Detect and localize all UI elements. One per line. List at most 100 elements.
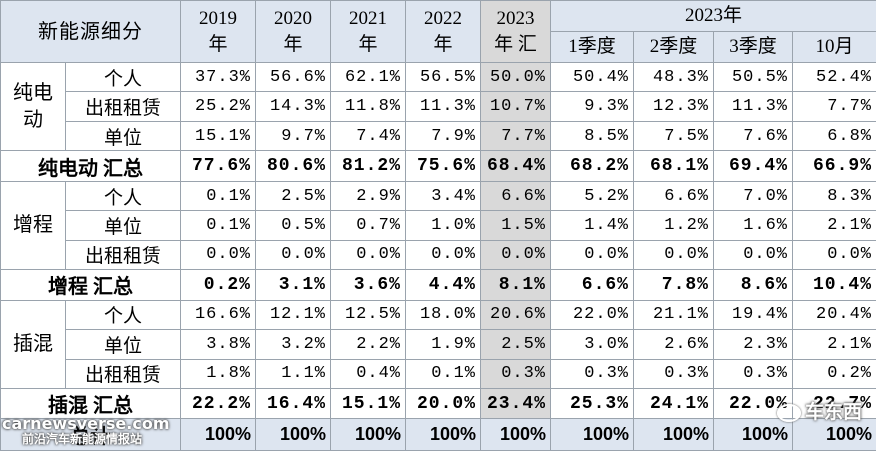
total-cell: 68.4% (480, 150, 551, 182)
data-cell: 3.4% (405, 180, 481, 212)
data-cell: 50.4% (550, 61, 634, 93)
header-period-q2: 2季度 (633, 31, 714, 63)
total-cell: 10.4% (791, 269, 876, 301)
data-cell: 14.3% (255, 91, 331, 122)
data-cell: 5.2% (550, 180, 634, 212)
section-label: 增程 (0, 180, 66, 271)
header-period-oct: 10月 (791, 31, 876, 63)
total-cell: 75.6% (405, 150, 481, 182)
grand-total-cell: 100% (330, 418, 406, 451)
total-cell: 4.4% (405, 269, 481, 301)
total-cell: 80.6% (255, 150, 331, 182)
total-cell: 77.6% (180, 150, 256, 182)
total-cell: 69.4% (713, 150, 793, 182)
grand-total-cell: 100% (791, 418, 876, 451)
data-cell: 20.6% (480, 299, 551, 331)
data-cell: 6.6% (633, 180, 714, 212)
grand-total-cell: 100% (405, 418, 481, 451)
grand-total-cell: 100% (255, 418, 331, 451)
row-label: 单位 (65, 329, 181, 360)
grand-total-row: 总计 100% 100% 100% 100% 100% 100% 100% 100% 100% (0, 418, 876, 451)
header-year-2019: 2019 年 (180, 0, 256, 63)
data-cell: 7.6% (713, 120, 793, 152)
total-cell: 68.2% (550, 150, 634, 182)
data-cell: 0.0% (330, 239, 406, 271)
data-cell: 0.1% (180, 180, 256, 212)
grand-total-label: 总计 (0, 418, 181, 451)
total-cell: 3.6% (330, 269, 406, 301)
data-cell: 12.5% (330, 299, 406, 331)
data-cell: 0.0% (480, 239, 551, 271)
header-period-q3: 3季度 (713, 31, 793, 63)
data-cell: 50.5% (713, 61, 793, 93)
grand-total-cell: 100% (180, 418, 256, 451)
data-cell: 2.5% (255, 180, 331, 212)
total-cell: 22.0% (713, 388, 793, 420)
data-cell: 2.1% (791, 210, 876, 241)
total-cell: 66.9% (791, 150, 876, 182)
data-cell: 0.5% (255, 210, 331, 241)
total-label: 纯电动 汇总 (0, 150, 181, 182)
header-period-q1: 1季度 (550, 31, 634, 63)
data-cell: 3.2% (255, 329, 331, 360)
data-cell: 0.7% (330, 210, 406, 241)
data-cell: 7.9% (405, 120, 481, 152)
table-row: 单位 0.1% 0.5% 0.7% 1.0% 1.5% 1.4% 1.2% 1.6% 2.1% (1, 210, 876, 241)
section-label-line: 纯电 (13, 81, 53, 104)
data-cell: 1.6% (713, 210, 793, 241)
data-cell: 0.3% (550, 358, 634, 390)
total-row: 增程 汇总 0.2% 3.1% 3.6% 4.4% 8.1% 6.6% 7.8% 8.6% 10.… (0, 269, 876, 301)
total-cell: 3.1% (255, 269, 331, 301)
data-cell: 2.2% (330, 329, 406, 360)
header-year-2021: 2021 年 (330, 0, 406, 63)
row-label: 单位 (65, 210, 181, 241)
grand-total-cell: 100% (550, 418, 634, 451)
header-year-2023-total: 2023 年 汇 (480, 0, 551, 63)
data-cell: 1.2% (633, 210, 714, 241)
row-label: 个人 (65, 61, 181, 93)
total-row: 插混 汇总 22.2% 16.4% 15.1% 20.0% 23.4% 25.3% 24.1%… (0, 388, 876, 420)
total-cell: 16.4% (255, 388, 331, 420)
data-cell: 0.3% (713, 358, 793, 390)
data-cell: 9.3% (550, 91, 634, 122)
data-cell: 0.4% (330, 358, 406, 390)
data-cell: 0.0% (633, 239, 714, 271)
data-cell: 10.7% (480, 91, 551, 122)
total-cell: 25.3% (550, 388, 634, 420)
data-cell: 0.3% (480, 358, 551, 390)
data-cell: 52.4% (791, 61, 876, 93)
data-cell: 1.5% (480, 210, 551, 241)
data-cell: 11.8% (330, 91, 406, 122)
data-cell: 16.6% (180, 299, 256, 331)
data-cell: 62.1% (330, 61, 406, 93)
total-cell: 7.8% (633, 269, 714, 301)
data-cell: 1.1% (255, 358, 331, 390)
data-cell: 20.4% (791, 299, 876, 331)
data-cell: 0.1% (405, 358, 481, 390)
data-cell: 48.3% (633, 61, 714, 93)
header-category: 新能源细分 (0, 0, 181, 63)
data-cell: 22.0% (550, 299, 634, 331)
table-row: 出租租赁 25.2% 14.3% 11.8% 11.3% 10.7% 9.3% 12.3% 11… (1, 91, 876, 122)
total-label: 增程 汇总 (0, 269, 181, 301)
data-cell: 0.0% (180, 239, 256, 271)
data-cell: 0.1% (180, 210, 256, 241)
row-label: 单位 (65, 120, 181, 152)
data-cell: 0.0% (550, 239, 634, 271)
row-label: 出租租赁 (65, 358, 181, 390)
table-row: 单位 15.1% 9.7% 7.4% 7.9% 7.7% 8.5% 7.5% 7.6% 6.8% (1, 120, 876, 152)
row-label: 出租租赁 (65, 91, 181, 122)
data-cell: 50.0% (480, 61, 551, 93)
total-cell: 0.2% (180, 269, 256, 301)
data-cell: 7.7% (791, 91, 876, 122)
data-cell: 3.0% (550, 329, 634, 360)
row-label: 出租租赁 (65, 239, 181, 271)
row-label: 个人 (65, 299, 181, 331)
data-cell: 8.5% (550, 120, 634, 152)
data-cell: 1.4% (550, 210, 634, 241)
table-row: 增程 个人 0.1% 2.5% 2.9% 3.4% 6.6% 5.2% 6.6% 7.0% 8.3% (0, 180, 876, 271)
data-cell: 1.0% (405, 210, 481, 241)
data-cell: 7.7% (480, 120, 551, 152)
section-label-line: 动 (23, 108, 43, 131)
